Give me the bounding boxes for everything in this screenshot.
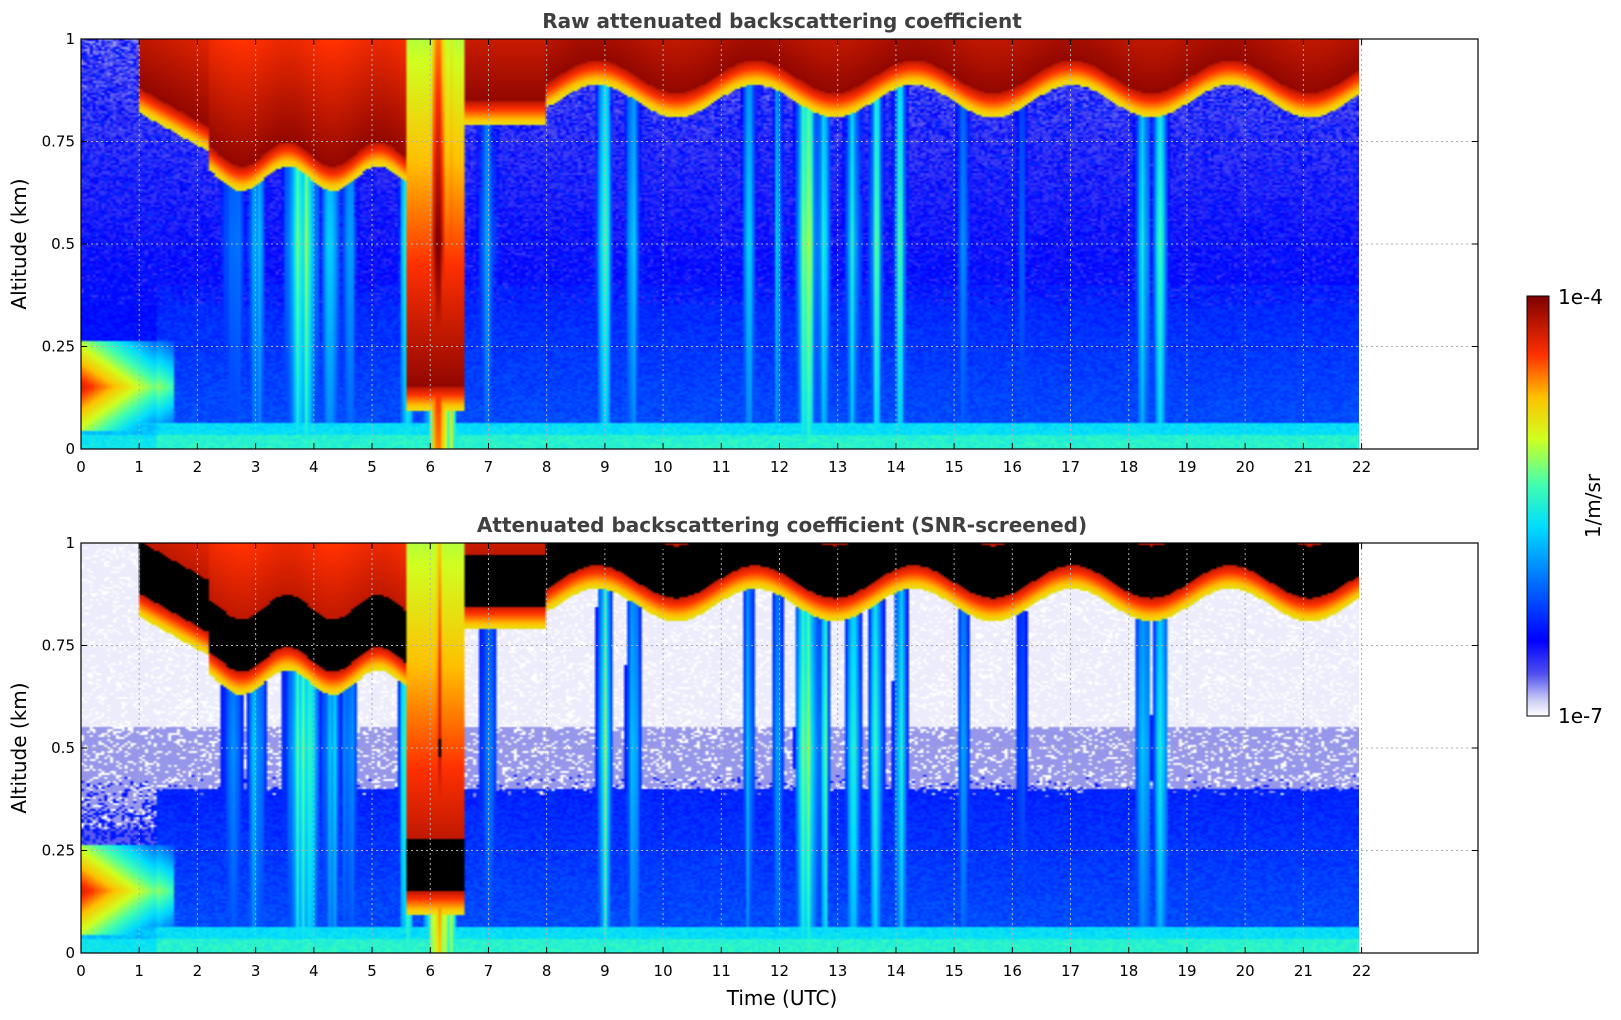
x-tick-label: 3 [251, 962, 261, 980]
colorbar: 1e-4 1e-7 1/m/sr [1526, 285, 1605, 728]
panel-screened-title: Attenuated backscattering coefficient (S… [477, 513, 1087, 537]
x-tick-label: 16 [1003, 962, 1022, 980]
x-tick-label: 20 [1236, 458, 1255, 476]
colorbar-gradient [1526, 295, 1550, 717]
x-tick-label: 21 [1294, 458, 1313, 476]
x-tick-label: 13 [828, 962, 847, 980]
x-tick-label: 2 [193, 962, 203, 980]
x-tick-label: 0 [76, 458, 86, 476]
panel-raw-ylabel: Altitude (km) [7, 178, 31, 309]
x-tick-label: 11 [712, 458, 731, 476]
x-tick-label: 3 [251, 458, 261, 476]
x-tick-label: 20 [1236, 962, 1255, 980]
x-tick-label: 18 [1119, 962, 1138, 980]
panel-screened-ylabel: Altitude (km) [7, 682, 31, 813]
x-tick-label: 19 [1177, 962, 1196, 980]
panel-screened-y-ticks: 0 0.25 0.5 0.75 1 [42, 534, 1478, 962]
x-tick-label: 18 [1119, 458, 1138, 476]
x-tick-label: 16 [1003, 458, 1022, 476]
y-tick-label: 0.5 [51, 235, 75, 253]
x-tick-label: 6 [425, 458, 435, 476]
panel-raw-y-ticks: 0 0.25 0.5 0.75 1 [42, 30, 1478, 458]
x-tick-label: 10 [654, 962, 673, 980]
y-tick-label: 0 [65, 944, 75, 962]
x-tick-label: 14 [886, 458, 905, 476]
panel-screened: Attenuated backscattering coefficient (S… [7, 513, 1479, 1010]
panel-raw-grid [81, 39, 1478, 449]
x-tick-label: 6 [425, 962, 435, 980]
panel-raw: Raw attenuated backscattering coefficien… [7, 9, 1479, 476]
x-tick-label: 9 [600, 962, 610, 980]
x-tick-label: 22 [1352, 458, 1371, 476]
x-tick-label: 8 [542, 458, 552, 476]
x-tick-label: 19 [1177, 458, 1196, 476]
x-tick-label: 22 [1352, 962, 1371, 980]
panel-screened-xlabel: Time (UTC) [726, 986, 838, 1010]
x-tick-label: 21 [1294, 962, 1313, 980]
x-tick-label: 9 [600, 458, 610, 476]
panel-screened-x-ticks: 0 1 2 3 4 5 6 7 8 9 10 11 12 13 14 15 16 17 18 19 20 21 22 [76, 543, 1371, 980]
panel-raw-title: Raw attenuated backscattering coefficien… [542, 9, 1022, 33]
x-tick-label: 5 [367, 458, 377, 476]
x-tick-label: 1 [134, 458, 144, 476]
x-tick-label: 14 [886, 962, 905, 980]
x-tick-label: 5 [367, 962, 377, 980]
x-tick-label: 7 [484, 458, 494, 476]
x-tick-label: 4 [309, 458, 319, 476]
x-tick-label: 17 [1061, 458, 1080, 476]
y-tick-label: 0.25 [42, 842, 75, 860]
y-tick-label: 0.75 [42, 637, 75, 655]
colorbar-max-label: 1e-4 [1558, 285, 1603, 309]
x-tick-label: 4 [309, 962, 319, 980]
x-tick-label: 10 [654, 458, 673, 476]
x-tick-label: 12 [770, 458, 789, 476]
y-tick-label: 0.25 [42, 338, 75, 356]
y-tick-label: 1 [65, 534, 75, 552]
x-tick-label: 11 [712, 962, 731, 980]
x-tick-label: 15 [945, 458, 964, 476]
colorbar-unit-label: 1/m/sr [1581, 473, 1605, 538]
panel-raw-x-ticks: 0 1 2 3 4 5 6 7 8 9 10 11 12 13 14 15 16 17 18 19 20 21 22 [76, 39, 1371, 476]
x-tick-label: 13 [828, 458, 847, 476]
y-tick-label: 0 [65, 440, 75, 458]
x-tick-label: 2 [193, 458, 203, 476]
x-tick-label: 15 [945, 962, 964, 980]
x-tick-label: 8 [542, 962, 552, 980]
x-tick-label: 7 [484, 962, 494, 980]
x-tick-label: 12 [770, 962, 789, 980]
panel-screened-grid [81, 543, 1478, 953]
y-tick-label: 1 [65, 30, 75, 48]
colorbar-min-label: 1e-7 [1558, 704, 1603, 728]
x-tick-label: 1 [134, 962, 144, 980]
y-tick-label: 0.75 [42, 133, 75, 151]
x-tick-label: 17 [1061, 962, 1080, 980]
x-tick-label: 0 [76, 962, 86, 980]
y-tick-label: 0.5 [51, 739, 75, 757]
